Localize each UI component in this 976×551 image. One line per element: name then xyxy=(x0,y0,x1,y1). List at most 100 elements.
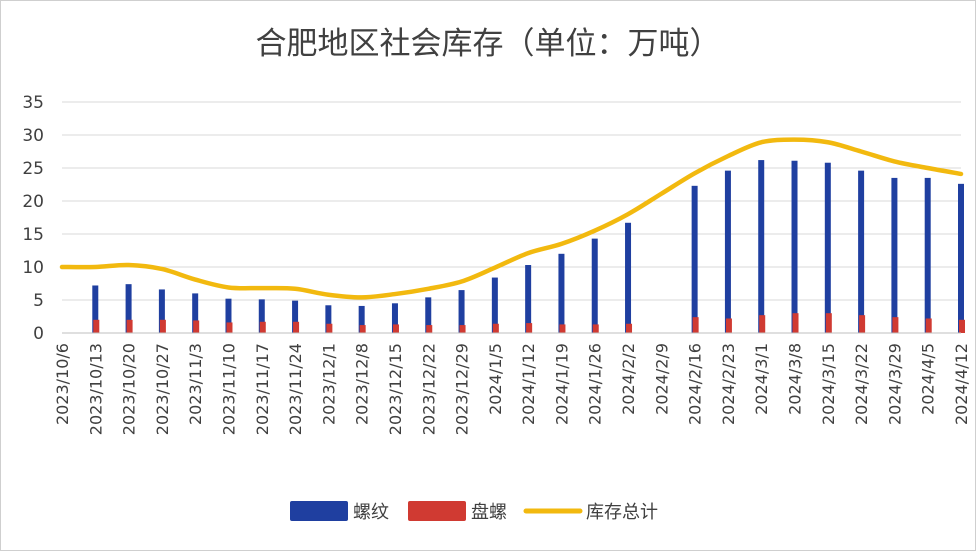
x-tick-label: 2023/10/6 xyxy=(53,343,72,425)
legend-label-wire-rod: 盘螺 xyxy=(471,502,507,523)
x-tick-label: 2024/1/19 xyxy=(552,343,571,425)
bar-rebar xyxy=(625,222,632,333)
x-tick-label: 2024/1/26 xyxy=(586,343,605,425)
bar-rebar xyxy=(458,290,465,333)
y-tick-label: 0 xyxy=(33,324,44,344)
total-line-path xyxy=(59,137,964,300)
x-tick-label: 2024/2/2 xyxy=(619,343,638,415)
y-tick-label: 30 xyxy=(22,126,44,146)
bar-wire-rod xyxy=(592,324,599,333)
bar-rebar xyxy=(391,303,398,333)
legend-item-rebar: 螺纹 xyxy=(290,501,389,523)
x-tick-label: 2023/11/24 xyxy=(286,343,305,435)
bar-wire-rod xyxy=(526,323,533,333)
x-tick-label: 2023/12/1 xyxy=(319,343,338,425)
bar-rebar xyxy=(325,305,332,333)
bar-wire-rod xyxy=(559,324,566,333)
y-axis-ticks: 0 5 10 15 20 25 30 35 xyxy=(22,93,44,344)
x-tick-label: 2024/2/9 xyxy=(652,343,671,415)
bar-wire-rod xyxy=(459,325,466,333)
bar-rebar xyxy=(691,185,698,333)
bar-rebar xyxy=(491,277,498,333)
bar-rebar xyxy=(758,160,765,333)
bar-wire-rod xyxy=(859,315,866,333)
y-tick-label: 10 xyxy=(22,258,44,278)
legend-swatch-wire-rod xyxy=(408,501,466,521)
bar-wire-rod xyxy=(959,319,965,333)
bar-wire-rod xyxy=(759,315,766,333)
bar-rebar xyxy=(791,160,798,333)
bar-rebar xyxy=(292,300,299,333)
x-tick-label: 2023/11/10 xyxy=(219,343,238,435)
bar-rebar xyxy=(158,289,165,333)
bar-rebar xyxy=(358,305,365,333)
x-tick-label: 2024/1/12 xyxy=(519,343,538,425)
bar-wire-rod xyxy=(626,323,633,333)
y-tick-label: 5 xyxy=(33,291,44,311)
x-tick-label: 2023/10/13 xyxy=(86,343,105,435)
legend-label-total: 库存总计 xyxy=(586,502,658,523)
x-tick-label: 2024/4/12 xyxy=(952,343,971,425)
x-tick-label: 2024/3/29 xyxy=(885,343,904,425)
y-tick-label: 35 xyxy=(22,93,44,113)
legend-swatch-rebar xyxy=(290,501,348,521)
y-tick-label: 25 xyxy=(22,159,44,179)
bar-rebar xyxy=(192,293,199,333)
bar-rebar xyxy=(125,284,132,333)
x-tick-label: 2023/12/8 xyxy=(353,343,372,425)
bar-rebar xyxy=(891,177,898,333)
bar-rebar xyxy=(425,297,432,333)
bar-rebar xyxy=(924,177,931,333)
bar-wire-rod xyxy=(426,325,433,333)
chart-title: 合肥地区社会库存（单位：万吨） xyxy=(256,26,721,62)
x-tick-label: 2024/4/5 xyxy=(919,343,938,415)
bar-wire-rod xyxy=(492,323,499,333)
bar-wire-rod xyxy=(226,322,233,333)
bar-rebar xyxy=(558,253,565,333)
y-tick-label: 15 xyxy=(22,225,44,245)
bar-wire-rod xyxy=(93,319,100,333)
bar-wire-rod xyxy=(193,320,200,333)
x-tick-label: 2024/1/5 xyxy=(486,343,505,415)
bar-wire-rod xyxy=(126,319,133,333)
bar-wire-rod xyxy=(892,317,899,333)
x-tick-label: 2023/11/17 xyxy=(253,343,272,435)
x-tick-label: 2024/2/16 xyxy=(686,343,705,425)
bars xyxy=(92,160,965,333)
x-tick-label: 2024/2/23 xyxy=(719,343,738,425)
bar-rebar xyxy=(92,285,99,333)
bar-wire-rod xyxy=(259,321,266,333)
bar-rebar xyxy=(225,298,232,333)
gridlines xyxy=(62,101,961,301)
bar-rebar xyxy=(258,299,265,333)
bar-wire-rod xyxy=(326,323,333,333)
bar-rebar xyxy=(858,170,865,333)
bar-wire-rod xyxy=(725,318,732,333)
x-axis-ticks: 2023/10/6 2023/10/13 2023/10/20 2023/10/27 2… xyxy=(53,343,971,435)
x-tick-label: 2024/3/22 xyxy=(852,343,871,425)
x-tick-label: 2024/3/15 xyxy=(819,343,838,425)
bar-wire-rod xyxy=(159,319,166,333)
x-tick-label: 2023/11/3 xyxy=(186,343,205,425)
bar-wire-rod xyxy=(925,318,932,333)
x-tick-label: 2023/10/27 xyxy=(153,343,172,435)
legend-label-rebar: 螺纹 xyxy=(353,502,389,523)
bar-wire-rod xyxy=(825,313,832,333)
x-tick-label: 2023/10/20 xyxy=(120,343,139,435)
x-tick-label: 2023/12/15 xyxy=(386,343,405,435)
bar-wire-rod xyxy=(293,321,300,333)
x-tick-label: 2024/3/1 xyxy=(752,343,771,415)
total-line xyxy=(59,137,964,300)
bar-wire-rod xyxy=(692,317,699,333)
x-tick-label: 2023/12/22 xyxy=(419,343,438,435)
legend: 螺纹 盘螺 库存总计 xyxy=(290,501,658,523)
bar-wire-rod xyxy=(792,313,799,333)
bar-rebar xyxy=(525,265,532,333)
y-tick-label: 20 xyxy=(22,192,44,212)
bar-rebar xyxy=(958,183,964,333)
x-tick-label: 2024/3/8 xyxy=(786,343,805,415)
bar-wire-rod xyxy=(392,324,399,333)
bar-rebar xyxy=(724,170,731,333)
